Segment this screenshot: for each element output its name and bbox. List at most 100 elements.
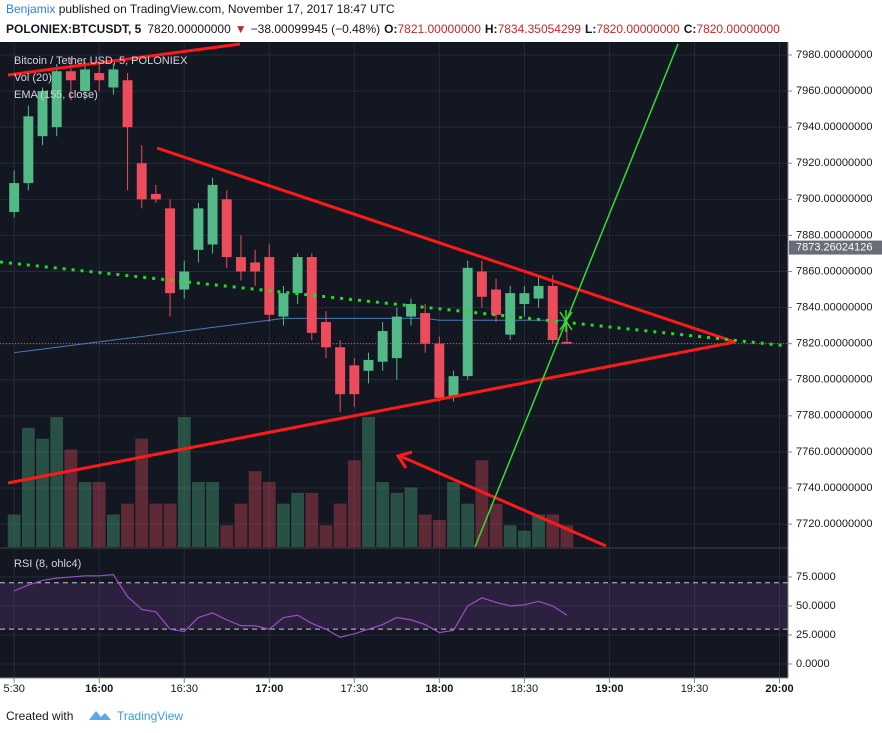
arrow: ▼	[235, 22, 247, 36]
volume-bar	[234, 503, 248, 547]
x-tick-label: 19:00	[595, 683, 623, 695]
y-tick-label: 25.0000	[796, 629, 836, 641]
y-tick-label: 7840.00000000	[796, 301, 872, 313]
volume-bar	[518, 530, 531, 547]
y-tick-label: 7800.00000000	[796, 374, 872, 386]
published: published on TradingView.com, November 1…	[55, 2, 395, 16]
candle-body	[80, 69, 90, 92]
rsi-band	[0, 582, 788, 630]
volume-bar	[92, 482, 106, 547]
y-tick-label: 7740.00000000	[796, 482, 872, 494]
c: 7820.00000000	[696, 22, 780, 36]
volume-bar	[21, 427, 35, 547]
volume-bar	[404, 487, 418, 547]
candle-body	[335, 347, 346, 395]
green-line	[474, 43, 679, 548]
crosshair-label: 7873.26024126	[796, 241, 872, 253]
y-tick-label: 0.0000	[796, 658, 830, 670]
x-tick-label: 19:30	[681, 683, 709, 695]
volume-bar	[121, 503, 134, 547]
volume-bar	[220, 525, 234, 547]
header-line: Benjamix published on TradingView.com, N…	[6, 2, 395, 16]
volume-bar	[305, 492, 319, 547]
volume-bar	[135, 438, 149, 547]
h-label: H:	[485, 22, 498, 36]
volume-bar	[64, 449, 78, 547]
trendline	[156, 146, 736, 344]
volume-bar	[50, 417, 64, 547]
x-tick-label: 20:00	[765, 683, 793, 695]
candle-body	[165, 208, 176, 294]
candle-body	[292, 257, 303, 294]
change: −38.00099945 (−0.48%)	[251, 22, 380, 36]
volume-bar	[532, 514, 545, 547]
volume-bar	[376, 482, 390, 547]
candle-body	[377, 331, 388, 362]
last: 7820.00000000	[147, 22, 231, 36]
volume-bar	[362, 417, 375, 547]
candle-body	[122, 80, 133, 128]
candle-body	[519, 293, 530, 304]
candle-body	[136, 163, 147, 200]
symbol: POLONIEX:BTCUSDT, 5	[6, 22, 142, 36]
volume-bar	[475, 460, 489, 547]
footer: Created with TradingView	[0, 700, 882, 733]
author: Benjamix	[6, 2, 55, 16]
legend-ema: EMA (155, close)	[14, 89, 98, 101]
y-tick-label: 7880.00000000	[796, 229, 872, 241]
candle-body	[420, 312, 431, 344]
candle-body	[278, 293, 289, 317]
y-tick-label: 7980.00000000	[796, 49, 872, 61]
volume-bar	[447, 482, 460, 547]
x-tick-label: 17:30	[341, 683, 369, 695]
volume-bar	[461, 503, 475, 547]
marker	[559, 310, 573, 332]
drawings	[0, 42, 789, 548]
volume-bar	[7, 514, 21, 547]
grid	[0, 42, 788, 678]
x-tick-label: 16:30	[170, 683, 198, 695]
candle-body	[306, 257, 317, 333]
data	[0, 58, 788, 638]
candle-body	[505, 293, 516, 335]
volume-bar	[432, 519, 446, 547]
candle-body	[235, 257, 246, 272]
volume-bar	[36, 438, 49, 547]
volume-bar	[248, 471, 262, 547]
y-tick-label: 50.0000	[796, 600, 836, 612]
volume-bar	[418, 514, 432, 547]
h: 7834.35054299	[498, 22, 582, 36]
volume-bar	[107, 514, 120, 547]
volume-bar	[192, 482, 205, 547]
ema-line	[14, 317, 567, 354]
y-tick-label: 7720.00000000	[796, 518, 872, 530]
trendline	[7, 340, 736, 485]
volume-bar	[206, 482, 219, 547]
rsi-line	[13, 574, 568, 638]
candle-body	[561, 341, 572, 344]
candle-body	[391, 316, 402, 359]
logo	[89, 711, 111, 720]
dotted-line	[0, 260, 789, 348]
volume-bar	[333, 503, 347, 547]
l: 7820.00000000	[596, 22, 680, 36]
candle-body	[65, 71, 76, 81]
o: 7821.00000000	[397, 22, 481, 36]
brand: TradingView	[117, 709, 184, 723]
trendline	[7, 42, 241, 77]
candle-body	[406, 303, 416, 317]
y-tick-label: 7900.00000000	[796, 193, 872, 205]
y-tick-label: 7820.00000000	[796, 338, 872, 350]
volume-bar	[177, 417, 191, 547]
y-tick-label: 7780.00000000	[796, 410, 872, 422]
candle-body	[533, 285, 544, 299]
volume-bar	[503, 525, 517, 547]
created-with: Created with	[6, 709, 74, 723]
candle-body	[193, 208, 204, 250]
candle-body	[221, 199, 232, 258]
candle-body	[207, 184, 218, 245]
candle-body	[51, 71, 62, 128]
x-tick-label: 17:00	[255, 683, 283, 695]
x-tick-label: 5:30	[3, 683, 24, 695]
